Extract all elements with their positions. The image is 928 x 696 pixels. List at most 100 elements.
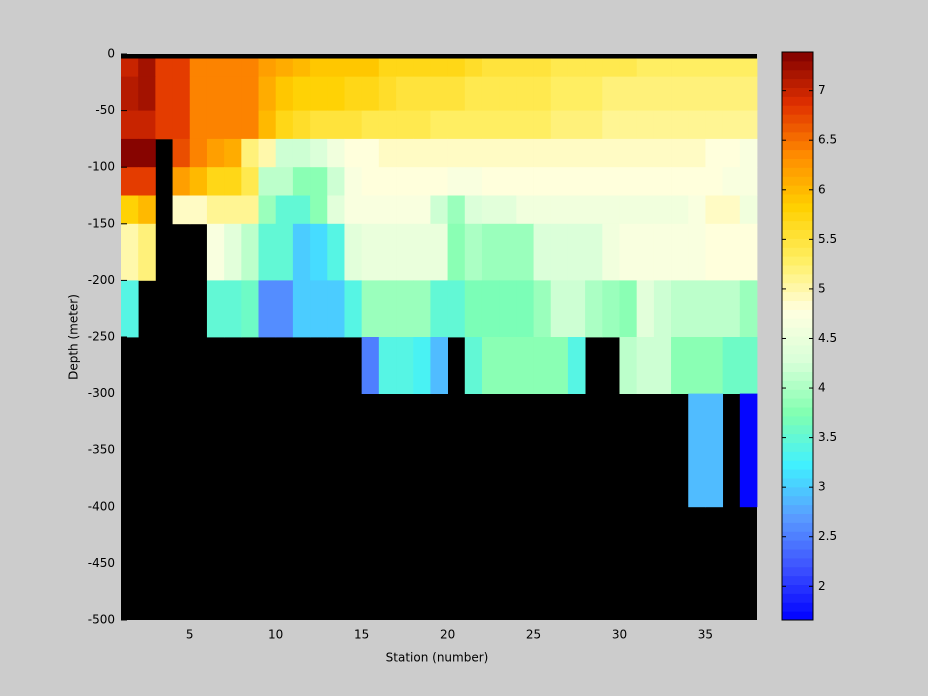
heat-cell [671, 58, 689, 78]
heat-cell [722, 110, 741, 140]
heat-cell [258, 110, 277, 140]
heat-cell [241, 167, 259, 196]
colorbar-segment [782, 238, 813, 248]
heat-cell [481, 167, 500, 196]
heat-cell [619, 110, 638, 140]
heat-cell [155, 76, 173, 111]
heat-cell [550, 223, 569, 281]
heat-cell [671, 167, 689, 196]
heat-cell [499, 138, 517, 168]
heat-cell [189, 58, 208, 78]
heat-cell [619, 167, 638, 196]
heat-cell [361, 138, 380, 168]
heat-cell [361, 195, 380, 225]
heat-cell [172, 138, 191, 168]
heat-cell [739, 337, 758, 394]
heat-cell [567, 280, 586, 338]
colorbar-tick-label: 4 [818, 381, 826, 395]
heat-cell [138, 138, 156, 168]
heat-cell [138, 223, 156, 281]
heat-cell [224, 167, 242, 196]
heat-cell [636, 76, 655, 111]
heat-cell [241, 138, 259, 168]
heat-cell [292, 138, 311, 168]
colorbar-segment [782, 52, 813, 62]
heat-cell [619, 223, 638, 281]
heat-cell [344, 138, 363, 168]
heat-cell [688, 393, 706, 508]
heat-cell [121, 76, 139, 111]
heat-cell [516, 76, 534, 111]
heat-cell [430, 167, 448, 196]
heat-cell [206, 76, 225, 111]
heat-cell [602, 280, 620, 338]
heat-cell [310, 58, 328, 78]
heat-cell [189, 138, 208, 168]
colorbar-segment [782, 167, 813, 177]
colorbar-segment [782, 469, 813, 479]
heat-cell [671, 138, 689, 168]
heat-cell [533, 280, 552, 338]
heat-cell [550, 280, 569, 338]
colorbar-segment [782, 114, 813, 124]
heat-cell [653, 167, 672, 196]
heat-cell [464, 337, 483, 394]
heat-cell [722, 195, 741, 225]
x-tick-label: 20 [440, 628, 455, 642]
colorbar-segment [782, 433, 813, 443]
heat-cell [344, 223, 363, 281]
heat-cell [224, 195, 242, 225]
colorbar-segment [782, 318, 813, 328]
y-tick-label: -200 [88, 273, 115, 287]
colorbar-segment [782, 123, 813, 133]
heat-cell [224, 138, 242, 168]
heat-cell [430, 76, 448, 111]
heat-cell [361, 223, 380, 281]
heat-cell [671, 223, 689, 281]
heat-cell [138, 167, 156, 196]
colorbar-segment [782, 229, 813, 239]
heat-cell [344, 167, 363, 196]
heat-cell [327, 58, 345, 78]
heat-cell [550, 337, 569, 394]
heat-cell [310, 76, 328, 111]
colorbar-segment [782, 602, 813, 612]
heat-cell [327, 195, 345, 225]
heat-cell [688, 76, 706, 111]
heat-cell [585, 223, 603, 281]
heat-cell [705, 280, 724, 338]
heat-cell [602, 110, 620, 140]
colorbar-segment [782, 540, 813, 550]
colorbar-tick-label: 3 [818, 480, 826, 494]
heat-cell [533, 110, 552, 140]
heat-cell [413, 58, 431, 78]
heat-cell [636, 138, 655, 168]
heat-cell [739, 223, 758, 281]
heat-cell [636, 195, 655, 225]
heat-cell [516, 337, 534, 394]
heat-cell [705, 58, 724, 78]
heat-cell [121, 167, 139, 196]
heat-cell [172, 195, 191, 225]
heat-cell [275, 76, 294, 111]
heat-cell [121, 58, 139, 78]
heat-cell [688, 280, 706, 338]
y-tick-label: -50 [95, 103, 115, 117]
heat-cell [464, 110, 483, 140]
heat-cell [481, 280, 500, 338]
colorbar-segment [782, 140, 813, 151]
y-tick-label: 0 [107, 47, 115, 61]
heat-cell [619, 280, 638, 338]
heat-cell [516, 110, 534, 140]
colorbar-segment [782, 398, 813, 408]
heat-cell [585, 58, 603, 78]
x-tick-label: 30 [612, 628, 627, 642]
heat-cell [396, 110, 414, 140]
heat-cell [619, 58, 638, 78]
colorbar-segment [782, 69, 813, 80]
heat-cell [567, 138, 586, 168]
heat-cell [653, 138, 672, 168]
heat-cell [224, 76, 242, 111]
heat-cell [430, 337, 448, 394]
colorbar-segment [782, 176, 813, 186]
